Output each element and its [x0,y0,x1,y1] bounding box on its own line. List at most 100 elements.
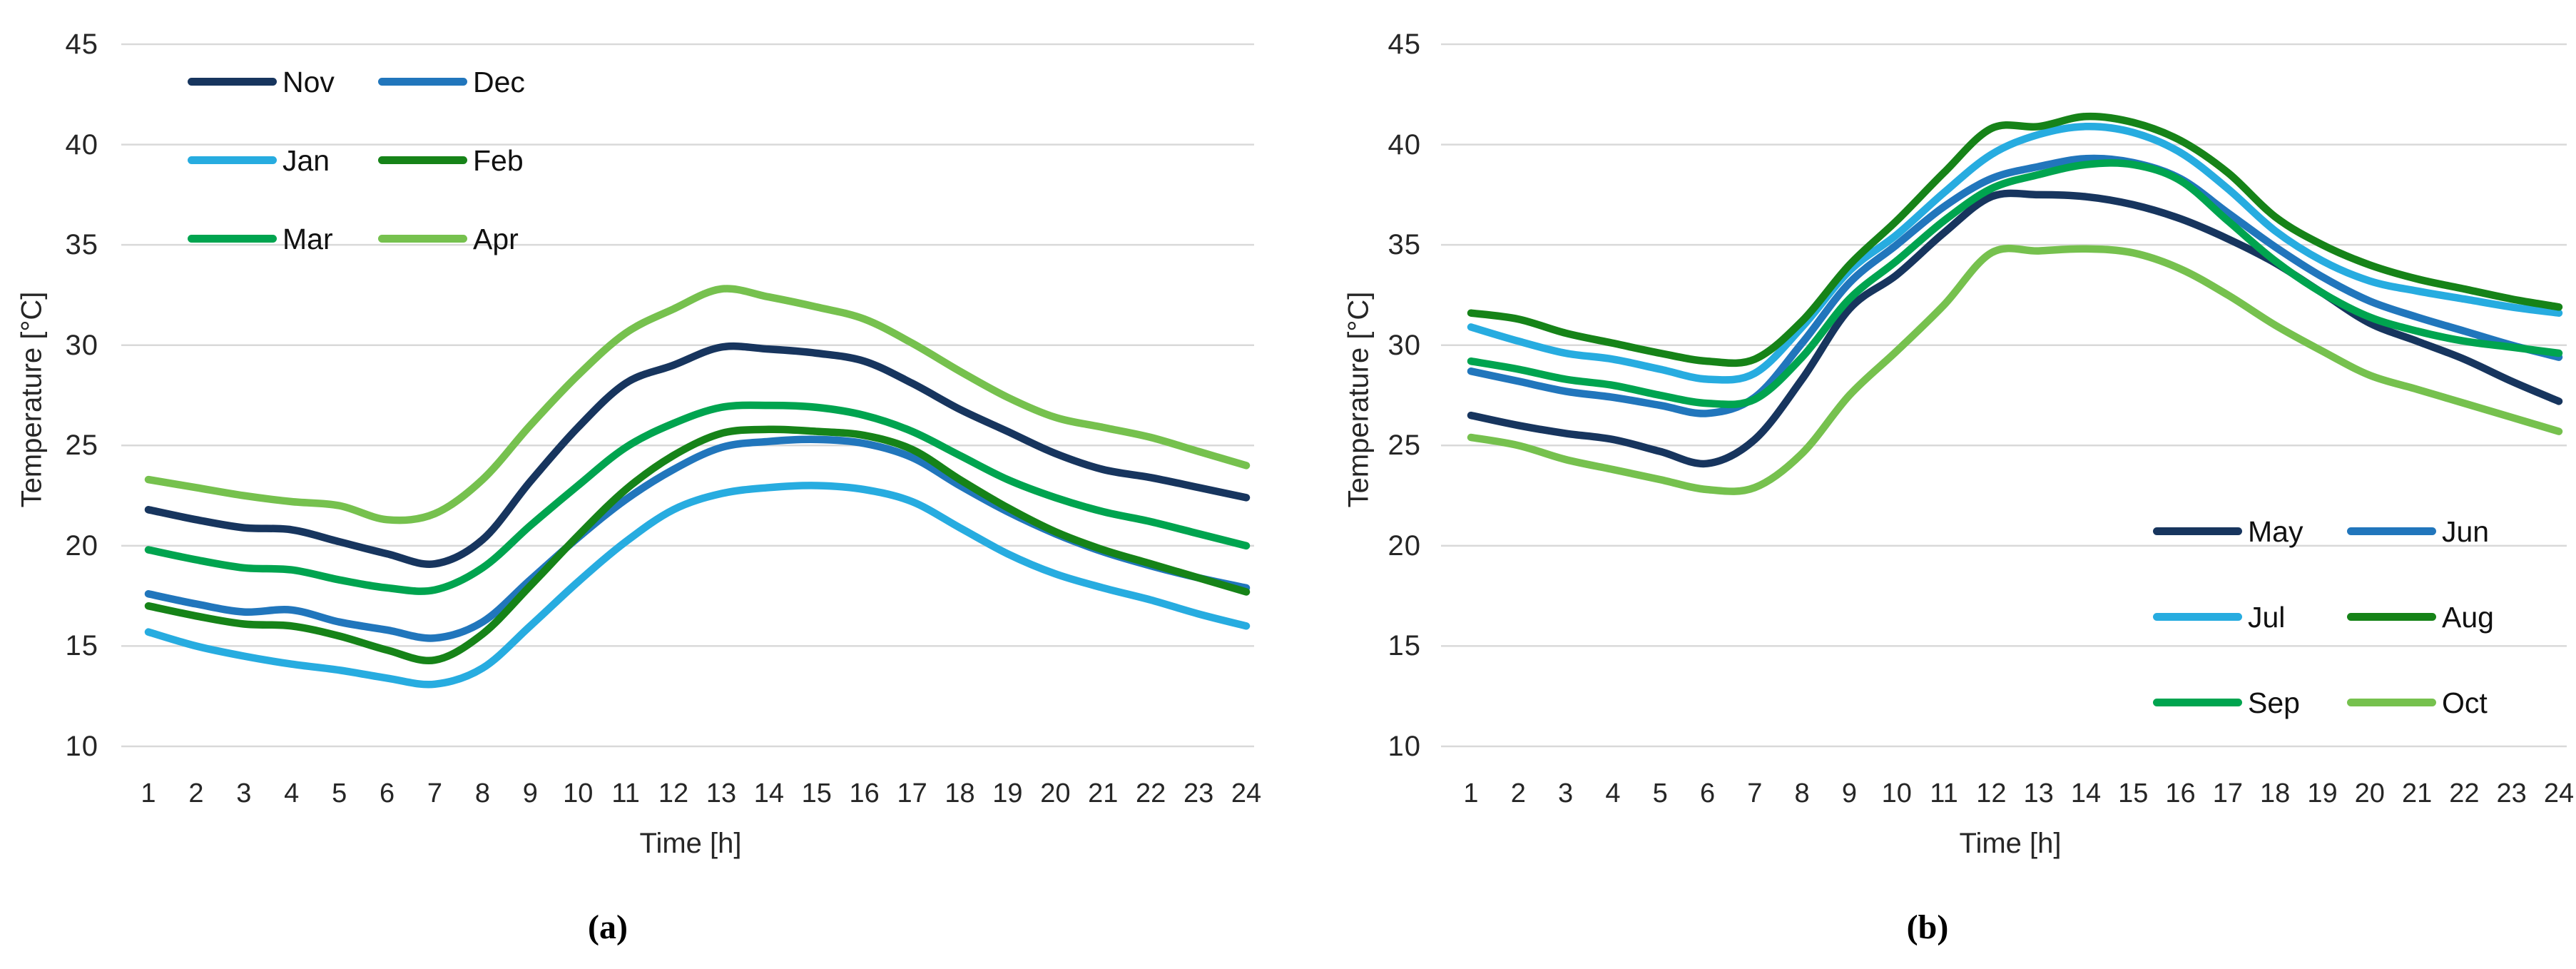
x-tick-label-b-2: 2 [1510,778,1526,808]
series-line-feb [144,425,1251,665]
x-tick-label-b-14: 14 [2070,778,2102,808]
legend-swatch-dec [378,78,467,86]
x-tick-label-a-10: 10 [563,778,594,808]
x-tick-label-b-3: 3 [1558,778,1574,808]
y-tick-label-45: 45 [65,29,98,60]
legend-label-dec: Dec [473,66,525,98]
legend-label-jun: Jun [2442,515,2490,548]
series-line-jun [1467,154,2563,417]
x-tick-label-a-13: 13 [706,778,737,808]
x-tick-label-a-1: 1 [141,778,156,808]
x-tick-label-b-9: 9 [1841,778,1857,808]
legend-label-may: May [2248,515,2303,548]
legend-label-oct: Oct [2442,686,2488,719]
x-tick-label-b-23: 23 [2496,778,2527,808]
series-line-jul [1467,123,2563,384]
y-axis-title-a: Temperature [°C] [16,291,48,508]
y-tick-label-40: 40 [1388,128,1421,161]
legend-label-jan: Jan [282,144,330,177]
legend-label-mar: Mar [282,223,333,255]
y-tick-label-30: 30 [65,329,98,361]
y-tick-label-35: 35 [65,229,98,261]
x-tick-label-b-11: 11 [1930,778,1958,808]
x-tick-label-b-7: 7 [1747,778,1763,808]
legend-label-feb: Feb [473,144,524,177]
x-tick-label-b-5: 5 [1652,778,1668,808]
series-line-sep [1467,159,2563,409]
x-tick-label-b-15: 15 [2118,778,2149,808]
y-tick-label-40: 40 [65,128,98,161]
y-tick-label-15: 15 [65,630,98,662]
legend-swatch-feb [378,156,467,164]
panel-caption-a: (a) [588,908,628,946]
y-tick-label-10: 10 [1388,731,1421,762]
series-line-mar [144,401,1251,595]
legend-swatch-apr [378,235,467,243]
legend-label-nov: Nov [282,66,335,98]
x-tick-label-b-8: 8 [1794,778,1810,808]
y-tick-label-30: 30 [1388,329,1421,361]
legend-swatch-jan [188,156,277,164]
x-tick-label-a-23: 23 [1183,778,1214,808]
series-line-jan [144,482,1251,689]
x-tick-label-b-10: 10 [1881,778,1912,808]
legend-swatch-may [2153,527,2242,535]
x-tick-label-b-4: 4 [1605,778,1621,808]
y-tick-label-10: 10 [65,731,98,762]
y-tick-label-15: 15 [1388,630,1421,662]
legend-label-jul: Jul [2248,601,2286,634]
x-tick-label-a-24: 24 [1231,778,1262,808]
x-tick-label-b-16: 16 [2165,778,2196,808]
y-tick-label-35: 35 [1388,229,1421,261]
panel-caption-b: (b) [1906,908,1949,946]
x-tick-label-a-3: 3 [236,778,252,808]
x-tick-label-b-21: 21 [2401,778,2433,808]
x-tick-label-a-6: 6 [379,778,395,808]
x-tick-label-b-17: 17 [2212,778,2243,808]
legend-swatch-aug [2347,613,2436,621]
x-tick-label-a-16: 16 [849,778,880,808]
x-tick-label-a-8: 8 [474,778,490,808]
x-tick-label-a-7: 7 [427,778,443,808]
series-line-oct [1467,244,2563,495]
series-line-aug [1467,112,2563,367]
x-tick-label-b-18: 18 [2260,778,2291,808]
legend-swatch-oct [2347,699,2436,706]
x-tick-label-a-18: 18 [945,778,975,808]
x-axis-title-a: Time [h] [639,828,742,859]
y-tick-label-45: 45 [1388,29,1421,60]
x-tick-label-b-22: 22 [2449,778,2480,808]
x-tick-label-a-12: 12 [658,778,689,808]
y-axis-title-b: Temperature [°C] [1343,291,1375,508]
x-tick-label-b-19: 19 [2307,778,2338,808]
x-tick-label-a-14: 14 [753,778,784,808]
legend-swatch-jul [2153,613,2242,621]
x-tick-label-b-20: 20 [2354,778,2385,808]
series-line-may [1467,189,2563,468]
series-line-apr [144,285,1251,524]
x-tick-label-a-17: 17 [897,778,927,808]
legend-swatch-sep [2153,699,2242,706]
legend-swatch-nov [188,78,277,86]
x-tick-label-b-6: 6 [1699,778,1716,808]
x-tick-label-b-12: 12 [1976,778,2007,808]
series-line-nov [144,342,1251,568]
x-tick-label-b-13: 13 [2023,778,2054,808]
y-tick-label-20: 20 [1388,529,1421,562]
x-tick-label-a-11: 11 [611,778,640,808]
x-tick-label-a-2: 2 [188,778,204,808]
x-tick-label-a-9: 9 [522,778,538,808]
x-tick-label-a-22: 22 [1136,778,1166,808]
x-tick-label-a-20: 20 [1040,778,1071,808]
y-tick-label-25: 25 [65,430,98,462]
x-tick-label-b-1: 1 [1463,778,1479,808]
x-tick-label-a-5: 5 [332,778,347,808]
legend-swatch-mar [188,235,277,243]
y-tick-label-20: 20 [65,529,98,562]
x-tick-label-b-24: 24 [2543,778,2575,808]
legend-label-apr: Apr [473,223,519,255]
x-tick-label-a-19: 19 [992,778,1023,808]
legend-swatch-jun [2347,527,2436,535]
